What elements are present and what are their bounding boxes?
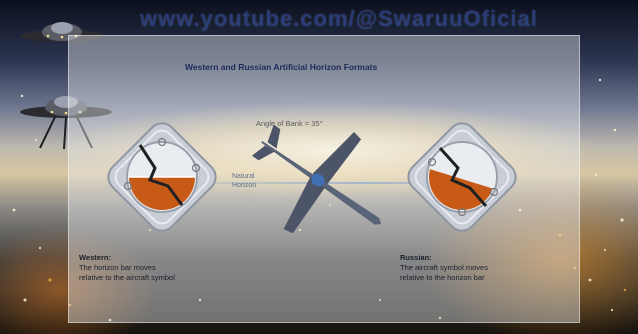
western-caption-title: Western:	[79, 253, 111, 262]
western-caption-line1: The horizon bar moves	[79, 263, 156, 272]
ufo-lander-icon	[20, 96, 112, 150]
ufo-icon	[20, 22, 104, 42]
western-caption-line2: relative to the aircraft symbol	[79, 273, 175, 282]
russian-caption: Russian: The aircraft symbol moves relat…	[400, 253, 570, 283]
angle-of-bank-label: Angle of Bank = 35°	[256, 119, 323, 128]
russian-caption-line2: relative to the horizon bar	[400, 273, 485, 282]
natural-horizon-line	[215, 182, 510, 184]
russian-caption-line1: The aircraft symbol moves	[400, 263, 488, 272]
natural-horizon-label: Natural Horizon	[232, 173, 257, 189]
russian-caption-title: Russian:	[400, 253, 432, 262]
channel-watermark: www.youtube.com/@SwaruuOficial	[140, 6, 538, 31]
slide-title: Western and Russian Artificial Horizon F…	[185, 62, 378, 72]
western-caption: Western: The horizon bar moves relative …	[79, 253, 249, 283]
